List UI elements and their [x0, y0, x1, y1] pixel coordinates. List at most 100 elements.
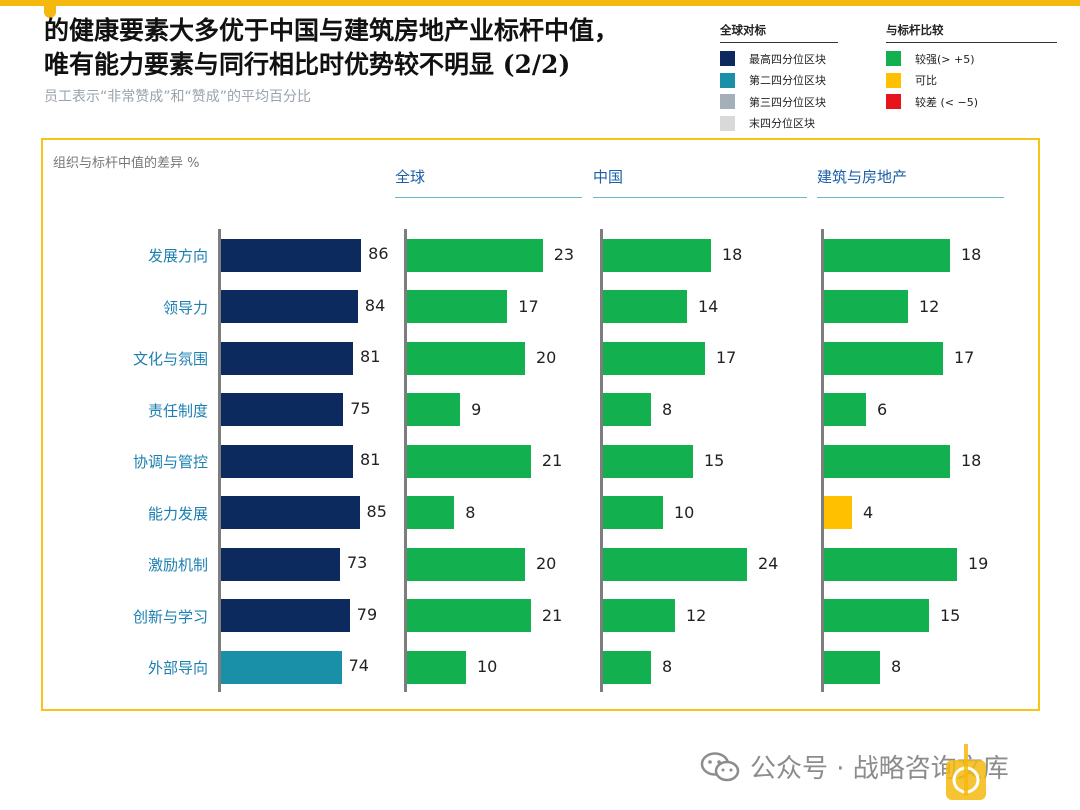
wechat-icon: [700, 751, 740, 781]
legend-label: 较差 (< −5): [915, 95, 979, 109]
diff-bar: [407, 341, 525, 375]
diff-bar: [824, 496, 852, 529]
legend-global-item: 末四分位区块: [720, 113, 838, 135]
chart-note: 组织与标杆中值的差异 %: [53, 156, 200, 171]
legend-label: 第二四分位区块: [749, 74, 826, 88]
title-line-1: 的健康要素大多优于中国与建筑房地产业标杆中值，: [44, 16, 620, 45]
diff-value: 20: [536, 554, 557, 573]
legend-swatch: [720, 51, 735, 67]
legend-swatch: [720, 115, 735, 131]
score-value: 79: [356, 604, 378, 624]
diff-value: 9: [471, 399, 482, 419]
legend-global-benchmark: 全球对标 最高四分位区块第二四分位区块 第三四分位区块 末四分位区块: [720, 22, 838, 134]
diff-value: 12: [686, 605, 707, 625]
diff-bar: [824, 290, 908, 323]
diff-value: 21: [541, 451, 563, 470]
bar-axis: [600, 229, 603, 692]
score-bar: [221, 599, 350, 632]
page-subtitle: 员工表示“非常赞成”和“赞成”的平均百分比: [44, 89, 312, 105]
row-label: 创新与学习: [132, 607, 208, 626]
score-value: 81: [360, 347, 381, 366]
diff-bar: [407, 547, 525, 581]
diff-value: 23: [553, 245, 575, 264]
diff-value: 15: [940, 605, 961, 625]
score-value: 85: [366, 501, 387, 521]
diff-value: 21: [541, 605, 563, 625]
diff-bar: [407, 290, 508, 323]
title-line-2: 唯有能力要素与同行相比时优势较不明显 (2/2): [44, 50, 571, 79]
diff-value: 19: [968, 554, 989, 573]
row-label: 激励机制: [147, 556, 208, 574]
diff-value: 18: [961, 451, 982, 470]
row-label: 发展方向: [147, 247, 208, 265]
diff-bar: [407, 496, 455, 529]
diff-value: 8: [891, 657, 902, 676]
diff-bar: [407, 650, 466, 684]
score-bar: [221, 238, 362, 272]
legend-global-item: 第二四分位区块: [720, 70, 838, 92]
legend-global-item: 最高四分位区块: [720, 48, 838, 70]
legend-compare-item: 较强(> +5): [886, 48, 1057, 70]
top-accent-notch: [44, 0, 56, 18]
diff-value: 8: [662, 399, 673, 419]
diff-bar: [603, 444, 693, 478]
diff-value: 8: [662, 657, 673, 676]
score-value: 81: [360, 450, 381, 469]
score-value: 74: [348, 656, 369, 675]
row-label: 协调与管控: [132, 453, 208, 471]
diff-value: 18: [961, 245, 982, 264]
chart-frame: [41, 138, 1040, 711]
legend-swatch: [886, 72, 901, 88]
score-bar: [221, 650, 342, 684]
diff-bar: [824, 393, 866, 426]
diff-bar: [603, 547, 747, 581]
legend-label: 较强(> +5): [915, 52, 975, 66]
score-bar: [221, 444, 354, 478]
legend-compare-item: 较差 (< −5): [886, 91, 1057, 113]
row-label: 能力发展: [147, 504, 208, 523]
score-bar: [221, 547, 340, 581]
score-bar: [221, 290, 358, 323]
diff-bar: [603, 393, 651, 426]
score-value: 86: [368, 244, 389, 263]
score-bar: [221, 496, 360, 529]
legend-swatch: [720, 72, 735, 88]
score-value: 84: [364, 295, 386, 315]
diff-value: 17: [954, 348, 975, 367]
diff-bar: [407, 599, 531, 632]
bar-axis: [404, 229, 407, 692]
legend-benchmark-comparison: 与标杆比较 较强(> +5) 可比较差 (< −5): [886, 22, 1057, 113]
diff-value: 10: [477, 657, 498, 676]
legend-label: 第三四分位区块: [749, 95, 826, 109]
diff-bar: [407, 393, 461, 426]
legend-label: 末四分位区块: [749, 117, 815, 131]
row-label: 文化与氛围: [132, 350, 208, 368]
bar-axis: [218, 229, 221, 692]
score-value: 73: [346, 553, 368, 572]
diff-bar: [824, 341, 943, 375]
diff-bar: [603, 599, 675, 632]
diff-value: 12: [919, 296, 940, 316]
diff-bar: [603, 290, 687, 323]
legend-label: 可比: [915, 74, 937, 88]
column-header: 全球: [395, 166, 582, 198]
diff-bar: [407, 238, 543, 272]
legend-global-heading: 全球对标: [720, 22, 838, 43]
page-title: 的健康要素大多优于中国与建筑房地产业标杆中值， 唯有能力要素与同行相比时优势较不…: [44, 14, 704, 82]
row-label: 责任制度: [147, 401, 208, 420]
legend-compare-item: 可比: [886, 70, 1057, 92]
score-value: 75: [350, 398, 371, 418]
score-bar: [221, 393, 344, 426]
legend-swatch: [720, 94, 735, 110]
diff-bar: [407, 444, 531, 478]
diff-value: 8: [465, 502, 476, 522]
diff-value: 15: [704, 451, 725, 470]
bar-axis: [821, 229, 824, 692]
legend-compare-heading: 与标杆比较: [886, 22, 1057, 43]
diff-value: 24: [758, 554, 779, 573]
diff-bar: [824, 444, 950, 478]
score-bar: [221, 341, 354, 375]
diff-value: 17: [716, 348, 737, 367]
watermark-logo-icon: [946, 744, 986, 800]
legend-global-item: 第三四分位区块: [720, 91, 838, 113]
